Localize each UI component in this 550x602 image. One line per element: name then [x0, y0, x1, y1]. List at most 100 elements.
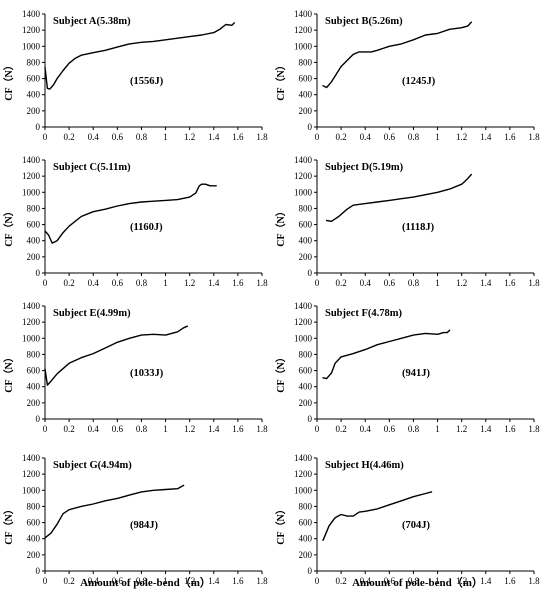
y-tick-label: 400	[299, 236, 313, 246]
y-tick-label: 1200	[22, 317, 41, 327]
x-tick-label: 0.6	[384, 576, 396, 586]
y-tick-label: 600	[27, 518, 41, 528]
x-tick-label: 1	[435, 132, 440, 142]
x-tick-label: 1.2	[456, 424, 467, 434]
x-tick-label: 1.8	[256, 132, 268, 142]
x-tick-label: 1	[435, 576, 440, 586]
y-tick-label: 0	[36, 414, 41, 424]
x-tick-label: 1.4	[480, 576, 492, 586]
series-line	[322, 329, 451, 380]
x-tick-label: 1.6	[232, 278, 244, 288]
x-tick-label: 1.2	[184, 424, 195, 434]
energy-annotation: (1160J)	[130, 222, 163, 233]
y-tick-label: 400	[299, 534, 313, 544]
energy-annotation: (1556J)	[130, 76, 164, 87]
y-tick-label: 200	[27, 252, 41, 262]
x-tick-label: 1	[163, 278, 168, 288]
x-tick-label: 0	[43, 132, 48, 142]
x-tick-label: 0.6	[112, 576, 124, 586]
y-tick-label: 800	[27, 57, 41, 67]
x-tick-label: 0.2	[63, 424, 74, 434]
x-tick-label: 0.2	[335, 278, 346, 288]
x-tick-label: 0.6	[384, 132, 396, 142]
y-tick-label: 400	[299, 90, 313, 100]
y-tick-label: 0	[308, 566, 313, 576]
y-tick-label: 1400	[294, 155, 313, 165]
y-tick-label: 600	[27, 366, 41, 376]
y-tick-label: 600	[299, 220, 313, 230]
x-tick-label: 1.2	[456, 278, 467, 288]
x-tick-label: 1.2	[184, 132, 195, 142]
x-tick-label: 1	[435, 278, 440, 288]
y-tick-label: 800	[27, 349, 41, 359]
y-tick-label: 1000	[22, 41, 41, 51]
x-tick-label: 1	[163, 132, 168, 142]
x-tick-label: 0.8	[136, 424, 148, 434]
y-tick-label: 1400	[22, 9, 41, 19]
x-tick-label: 0	[43, 278, 48, 288]
y-tick-label: 600	[299, 518, 313, 528]
y-tick-label: 1200	[22, 171, 41, 181]
y-tick-label: 1200	[22, 25, 41, 35]
x-tick-label: 0.4	[88, 424, 100, 434]
panel-title: Subject C(5.11m)	[53, 162, 131, 173]
y-tick-label: 1000	[294, 485, 313, 495]
x-tick-label: 0.2	[63, 576, 74, 586]
y-tick-label: 800	[299, 57, 313, 67]
series-line	[44, 484, 185, 539]
y-tick-label: 200	[299, 550, 313, 560]
x-tick-label: 0.4	[360, 278, 372, 288]
y-tick-label: 1400	[294, 9, 313, 19]
y-tick-label: 0	[308, 122, 313, 132]
panel-c: 0 200 400 600 800 1000 1200 1400 0 0.2 0.4 0.6 0.8 1 1…	[2, 155, 268, 288]
x-tick-label: 1.4	[480, 424, 492, 434]
x-tick-label: 1.8	[528, 278, 540, 288]
x-axis-label: Amount of pole-bend（m）	[352, 576, 483, 589]
x-tick-label: 1.8	[528, 576, 540, 586]
y-tick-label: 400	[27, 382, 41, 392]
y-tick-label: 400	[27, 236, 41, 246]
x-tick-label: 0.6	[112, 278, 124, 288]
y-tick-label: 800	[299, 203, 313, 213]
y-tick-label: 600	[299, 366, 313, 376]
energy-annotation: (1245J)	[402, 76, 436, 87]
y-tick-label: 1200	[294, 469, 313, 479]
x-tick-label: 1.4	[208, 132, 220, 142]
y-tick-label: 1000	[22, 485, 41, 495]
y-tick-label: 400	[299, 382, 313, 392]
x-tick-label: 0	[315, 424, 320, 434]
x-tick-label: 0.8	[408, 424, 420, 434]
series-line	[44, 183, 217, 244]
y-tick-label: 1000	[294, 187, 313, 197]
x-tick-label: 0	[43, 424, 48, 434]
panel-title: Subject G(4.94m)	[53, 460, 132, 471]
energy-annotation: (704J)	[402, 520, 430, 531]
panel-title: Subject E(4.99m)	[53, 308, 131, 319]
x-tick-label: 0.6	[384, 424, 396, 434]
x-tick-label: 1.6	[504, 278, 516, 288]
panel-title: Subject H(4.46m)	[325, 460, 404, 471]
y-axis-label: CF（N）	[274, 504, 287, 545]
x-tick-label: 1	[163, 576, 168, 586]
x-tick-label: 0.6	[112, 424, 124, 434]
panel-title: Subject A(5.38m)	[53, 16, 131, 27]
y-axis-label: CF（N）	[2, 206, 15, 247]
panel-e: 0 200 400 600 800 1000 1200 1400 0 0.2 0.4 0.6 0.8 1 1…	[2, 301, 268, 434]
series-line	[44, 325, 188, 386]
x-tick-label: 0.8	[136, 132, 148, 142]
x-tick-label: 0	[315, 576, 320, 586]
x-tick-label: 0.8	[408, 576, 420, 586]
y-tick-label: 800	[27, 203, 41, 213]
y-tick-label: 1000	[22, 187, 41, 197]
x-tick-label: 0.4	[88, 278, 100, 288]
y-tick-label: 1000	[22, 333, 41, 343]
y-tick-label: 1400	[22, 453, 41, 463]
x-tick-label: 1.2	[184, 576, 195, 586]
y-tick-label: 400	[27, 90, 41, 100]
x-axis-label: Amount of pole-bend（m）	[80, 576, 211, 589]
y-axis-label: CF（N）	[2, 60, 15, 101]
y-tick-label: 0	[308, 268, 313, 278]
x-tick-label: 0.8	[136, 278, 148, 288]
panel-title: Subject F(4.78m)	[325, 308, 402, 319]
y-tick-label: 0	[36, 566, 41, 576]
